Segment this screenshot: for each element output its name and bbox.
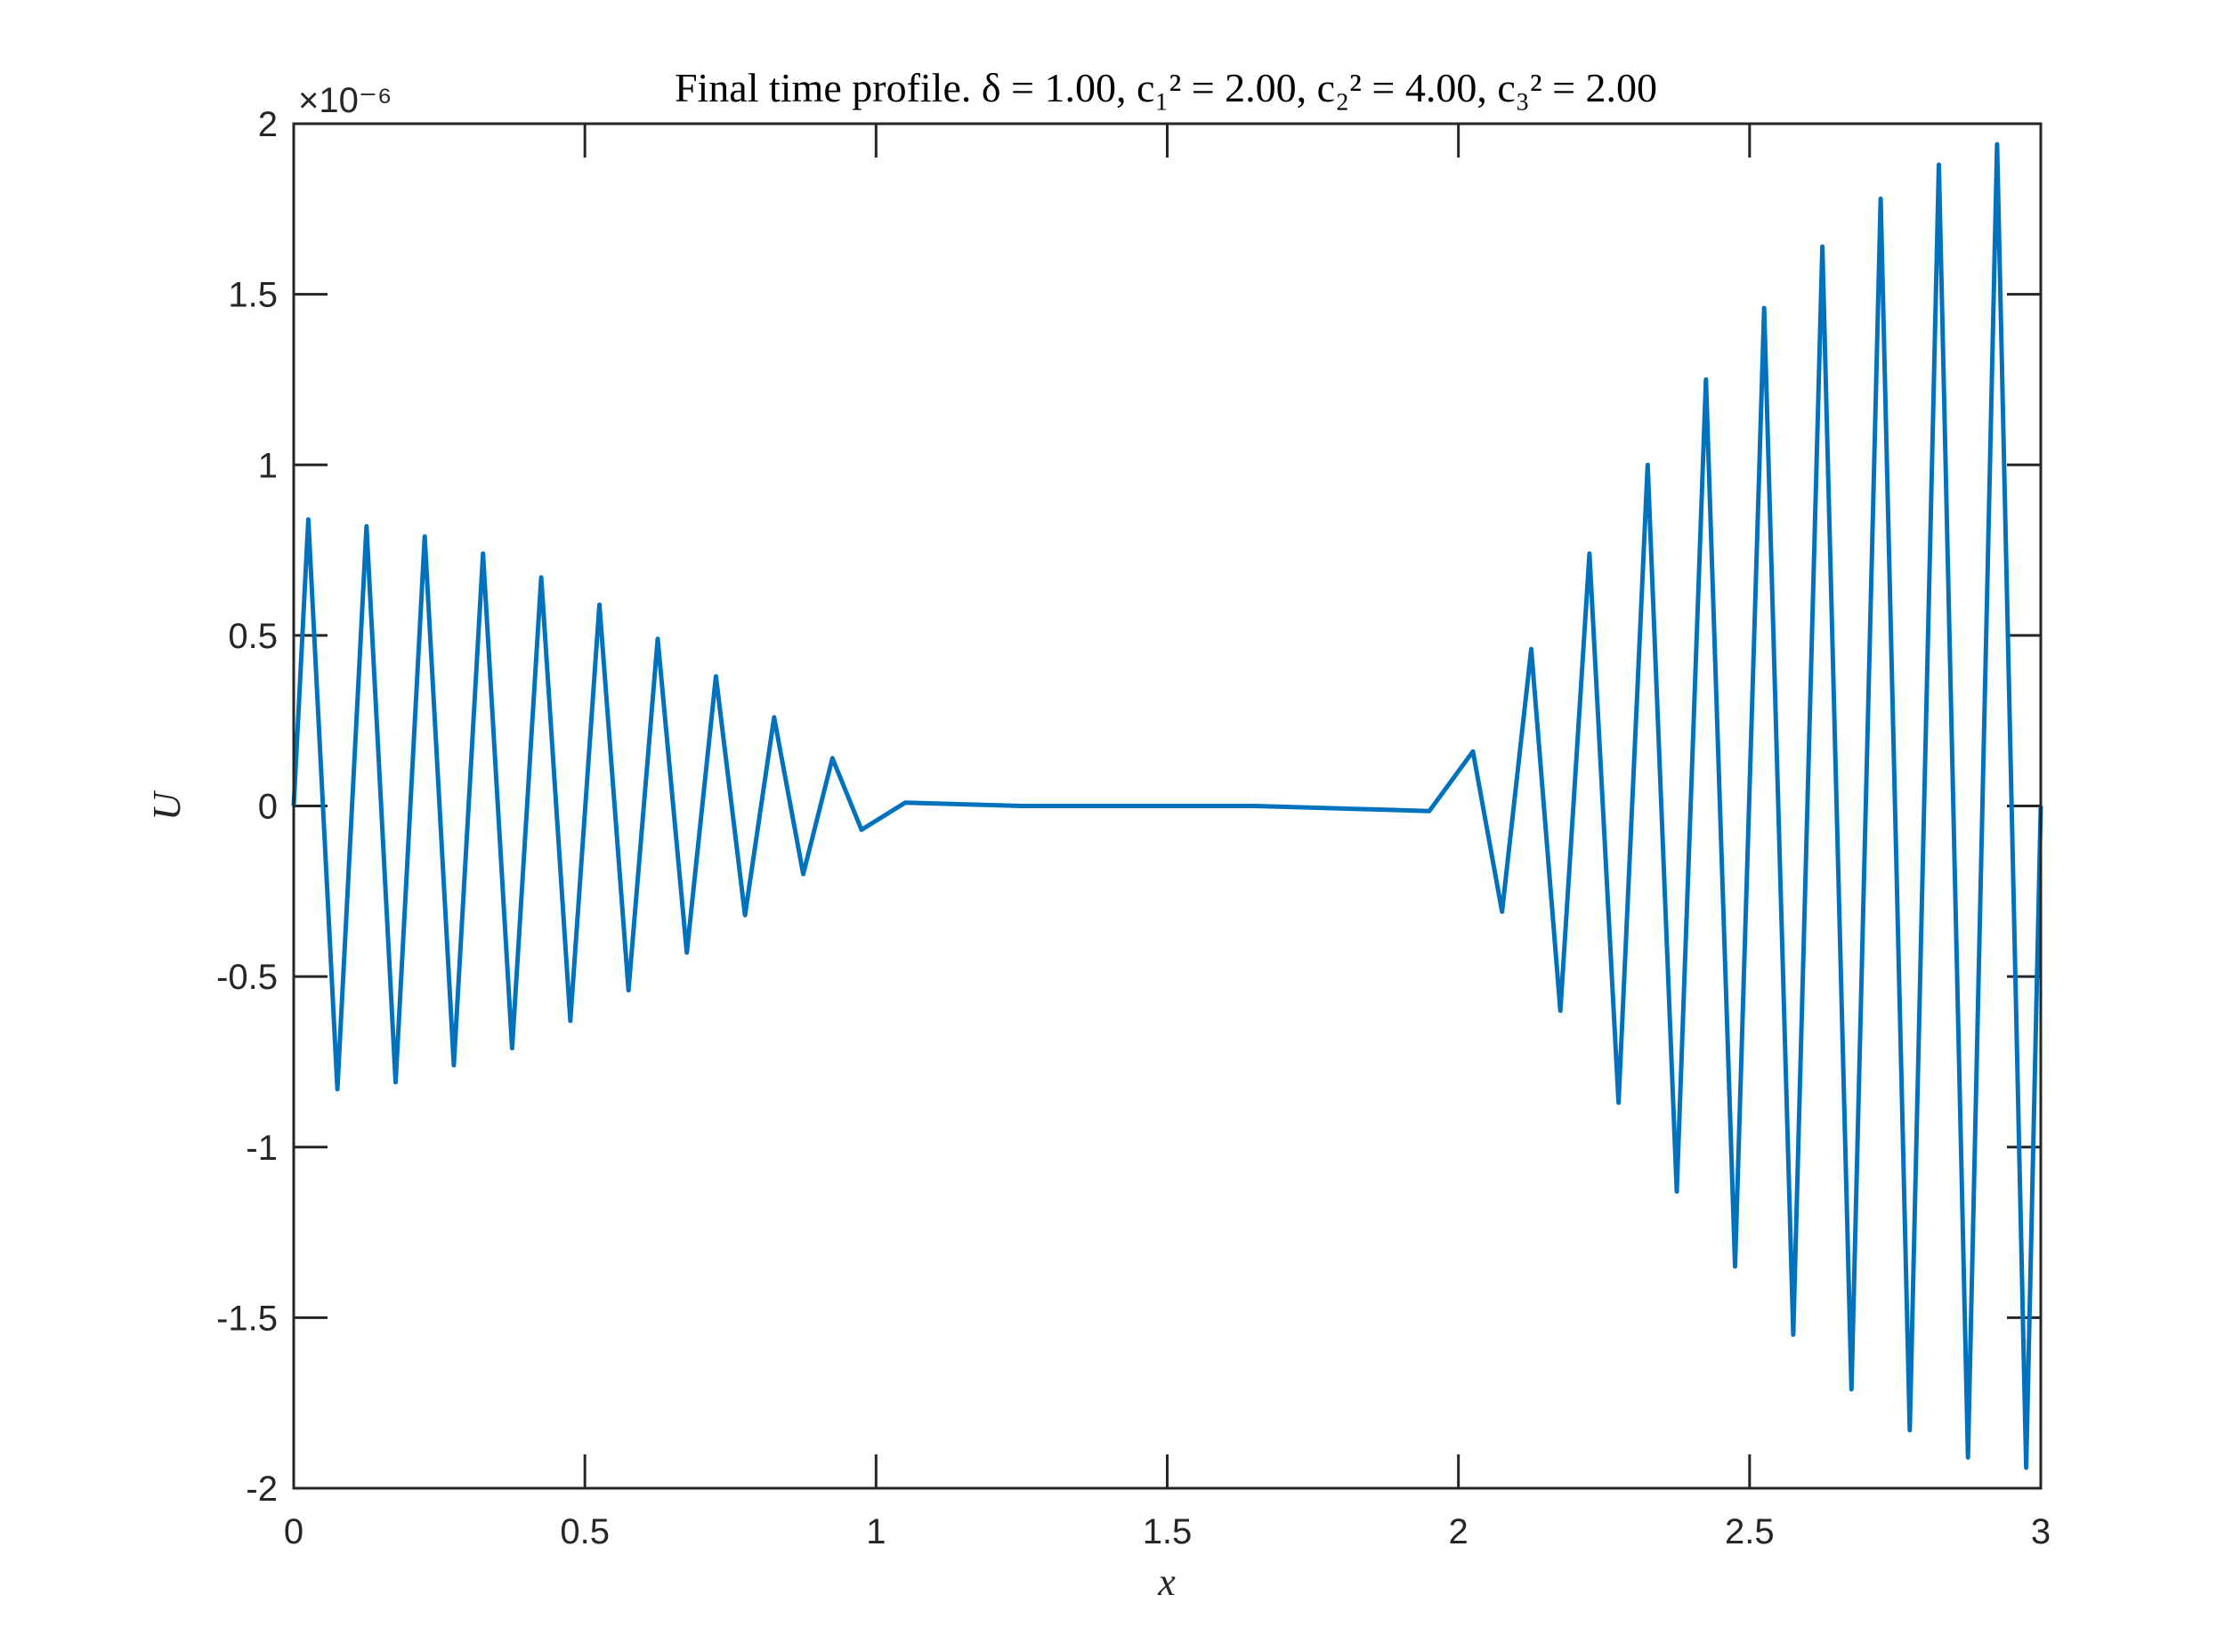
y-exponent-label: ×10⁻⁶	[298, 81, 392, 120]
y-tick-label: 0.5	[228, 617, 278, 656]
y-tick-label: -1.5	[216, 1299, 278, 1338]
x-axis-label: x	[1157, 1560, 1176, 1604]
x-tick-label: 1.5	[1143, 1512, 1193, 1551]
tick-labels: 0 0.5 1 1.5 2 2.5 3 -2 -1.5 -1 -0.5 0 0.5 1 1.5 2	[216, 105, 2051, 1551]
chart-title: Final time profile. δ = 1.00, c₁² = 2.00…	[675, 65, 1657, 110]
y-tick-label: -1	[246, 1129, 278, 1168]
x-tick-label: 0	[284, 1512, 303, 1551]
x-tick-label: 2.5	[1725, 1512, 1775, 1551]
data-series-line	[291, 142, 2043, 1470]
y-tick-label: 1	[258, 446, 278, 485]
x-tick-label: 2	[1449, 1512, 1468, 1551]
y-tick-label: 0	[258, 788, 278, 827]
y-tick-label: -2	[246, 1470, 278, 1509]
x-tick-label: 0.5	[560, 1512, 610, 1551]
y-tick-label: 1.5	[228, 276, 278, 315]
plot-box	[292, 122, 2043, 1490]
y-axis-label: U	[145, 790, 189, 821]
y-tick-label: -0.5	[216, 958, 278, 997]
x-tick-label: 1	[866, 1512, 886, 1551]
x-tick-label: 3	[2031, 1512, 2051, 1551]
y-tick-label: 2	[258, 105, 278, 144]
